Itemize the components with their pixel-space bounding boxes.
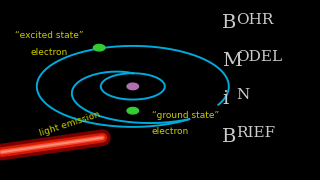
Circle shape bbox=[93, 44, 105, 51]
Text: RIEF: RIEF bbox=[236, 126, 275, 140]
Text: electron: electron bbox=[31, 48, 68, 57]
Text: N: N bbox=[236, 88, 249, 102]
Text: ODEL: ODEL bbox=[236, 50, 282, 64]
Circle shape bbox=[127, 107, 139, 114]
Text: i: i bbox=[222, 90, 229, 108]
Circle shape bbox=[127, 83, 139, 90]
Text: light emission: light emission bbox=[38, 110, 101, 138]
Text: “excited state”: “excited state” bbox=[15, 31, 84, 40]
Text: electron: electron bbox=[152, 127, 189, 136]
Text: B: B bbox=[222, 128, 237, 146]
Text: B: B bbox=[222, 14, 237, 32]
Text: M: M bbox=[222, 52, 242, 70]
Text: “ground state”: “ground state” bbox=[152, 111, 219, 120]
Text: OHR: OHR bbox=[236, 13, 273, 27]
